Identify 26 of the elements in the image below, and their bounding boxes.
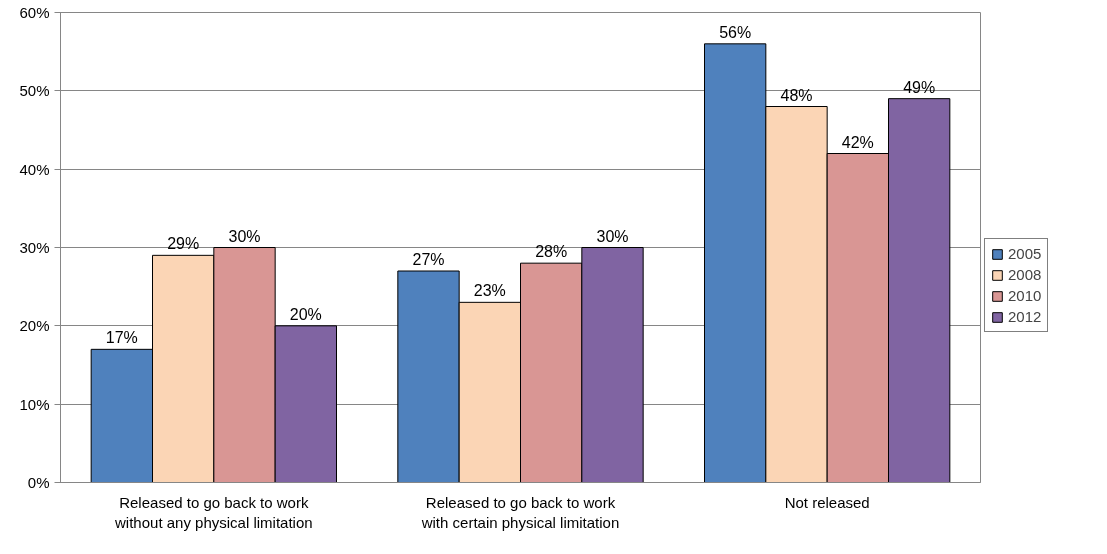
data-label: 28% bbox=[535, 243, 568, 261]
data-label: 56% bbox=[719, 23, 752, 41]
data-label: 42% bbox=[841, 133, 874, 151]
y-tick-label: 20% bbox=[19, 317, 50, 335]
y-tick-label: 10% bbox=[19, 395, 50, 413]
data-label: 17% bbox=[105, 329, 138, 347]
x-tick-label: Released to go back to work without any physical limitation bbox=[114, 493, 313, 531]
legend-label: 2012 bbox=[1008, 308, 1042, 325]
legend-label: 2010 bbox=[1008, 287, 1042, 304]
data-label: 30% bbox=[596, 227, 629, 245]
y-tick-label: 60% bbox=[19, 4, 50, 21]
legend-label: 2005 bbox=[1008, 245, 1042, 262]
data-label: 49% bbox=[903, 78, 936, 96]
x-tick-label: Not released bbox=[784, 493, 870, 511]
legend-label: 2008 bbox=[1008, 266, 1042, 283]
data-label: 20% bbox=[289, 305, 322, 323]
x-tick-label: Released to go back to work with certain physical limitation bbox=[420, 493, 620, 531]
data-label: 23% bbox=[473, 282, 506, 300]
data-label: 30% bbox=[228, 227, 261, 245]
y-tick-label: 40% bbox=[19, 160, 50, 178]
y-tick-label: 50% bbox=[19, 82, 50, 100]
data-label: 29% bbox=[167, 235, 200, 253]
data-label: 48% bbox=[780, 86, 813, 104]
data-label: 27% bbox=[412, 251, 445, 268]
y-tick-label: 30% bbox=[19, 239, 50, 256]
y-tick-label: 0% bbox=[27, 474, 50, 491]
